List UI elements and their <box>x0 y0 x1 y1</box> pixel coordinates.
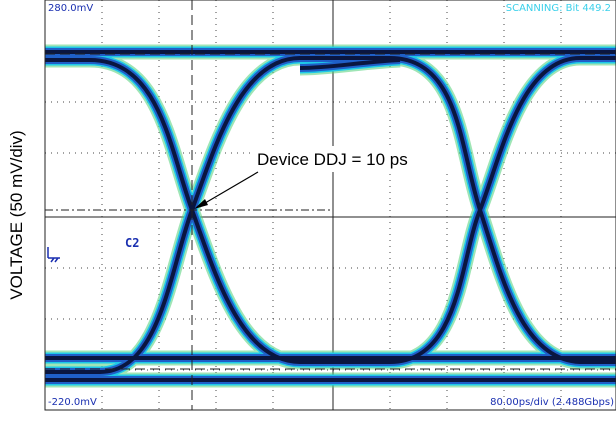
ground-marker <box>48 247 60 262</box>
figure: 280.0mV SCANNING: Bit 449.2 C2 -220.0mV … <box>0 0 616 433</box>
channel-label: C2 <box>125 236 139 250</box>
top-level: 280.0mV <box>48 3 93 14</box>
annotation: Device DDJ = 10 ps <box>257 150 408 169</box>
y-axis-label: VOLTAGE (50 mV/div) <box>7 130 26 299</box>
status: SCANNING: Bit 449.2 <box>506 3 611 14</box>
timebase: 80.00ps/div (2.488Gbps) <box>490 397 614 408</box>
page: {"screen": {"top_level": "280.0mV", "sta… <box>0 0 616 433</box>
eye-traces <box>30 52 616 380</box>
bottom-level: -220.0mV <box>48 397 97 408</box>
scope-screen <box>30 0 616 410</box>
